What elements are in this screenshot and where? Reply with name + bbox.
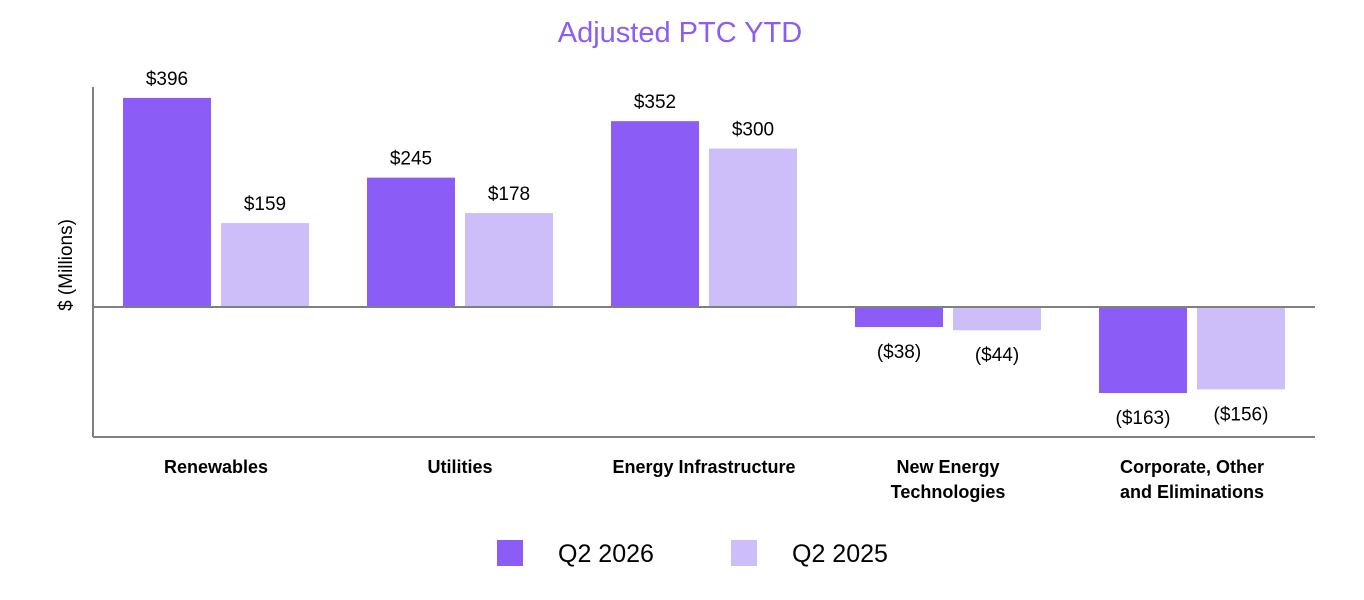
category-label-corporate-other-and-eliminations: Corporate, Other and Eliminations [1120, 457, 1264, 502]
bars-group [123, 97, 1285, 394]
value-label-q2-2025-renewables: $159 [244, 194, 286, 215]
value-label-q2-2026-energy-infrastructure: $352 [634, 92, 676, 113]
legend: Q2 2026 Q2 2025 [497, 540, 888, 568]
bar-q2-2025-corporate-other-and-eliminations [1197, 307, 1285, 390]
value-label-q2-2026-new-energy-technologies: ($38) [877, 342, 921, 363]
bar-q2-2026-renewables [123, 97, 211, 307]
legend-label-q2-2026: Q2 2026 [558, 540, 654, 568]
legend-swatch-q2-2025 [731, 540, 757, 566]
value-label-q2-2025-utilities: $178 [488, 184, 530, 205]
bar-q2-2026-new-energy-technologies [855, 307, 943, 328]
value-label-q2-2026-utilities: $245 [390, 149, 432, 170]
chart-title: Adjusted PTC YTD [558, 17, 802, 49]
category-label-new-energy-technologies: New Energy Technologies [891, 457, 1006, 502]
value-labels-group: $396 $245 $352 ($38) ($163) $159 $178 $300 ($44)… [146, 69, 1269, 429]
bar-q2-2025-renewables [221, 223, 309, 307]
category-label-energy-infrastructure: Energy Infrastructure [612, 457, 795, 477]
category-label-renewables: Renewables [164, 457, 268, 477]
bar-q2-2025-new-energy-technologies [953, 307, 1041, 331]
category-labels-group: Renewables Utilities Energy Infrastructure… [164, 457, 1264, 502]
bar-q2-2025-energy-infrastructure [709, 148, 797, 307]
category-label-utilities: Utilities [427, 457, 492, 477]
value-label-q2-2026-renewables: $396 [146, 69, 188, 90]
bar-q2-2025-utilities [465, 213, 553, 307]
value-label-q2-2025-new-energy-technologies: ($44) [975, 345, 1019, 366]
legend-label-q2-2025: Q2 2025 [792, 540, 888, 568]
value-label-q2-2026-corporate-other-and-eliminations: ($163) [1116, 408, 1171, 429]
bar-q2-2026-energy-infrastructure [611, 121, 699, 307]
y-axis-label: $ (Millions) [56, 219, 77, 311]
bar-q2-2026-utilities [367, 177, 455, 307]
bar-q2-2026-corporate-other-and-eliminations [1099, 307, 1187, 394]
value-label-q2-2025-corporate-other-and-eliminations: ($156) [1214, 404, 1269, 425]
value-label-q2-2025-energy-infrastructure: $300 [732, 120, 774, 141]
legend-swatch-q2-2026 [497, 540, 523, 566]
